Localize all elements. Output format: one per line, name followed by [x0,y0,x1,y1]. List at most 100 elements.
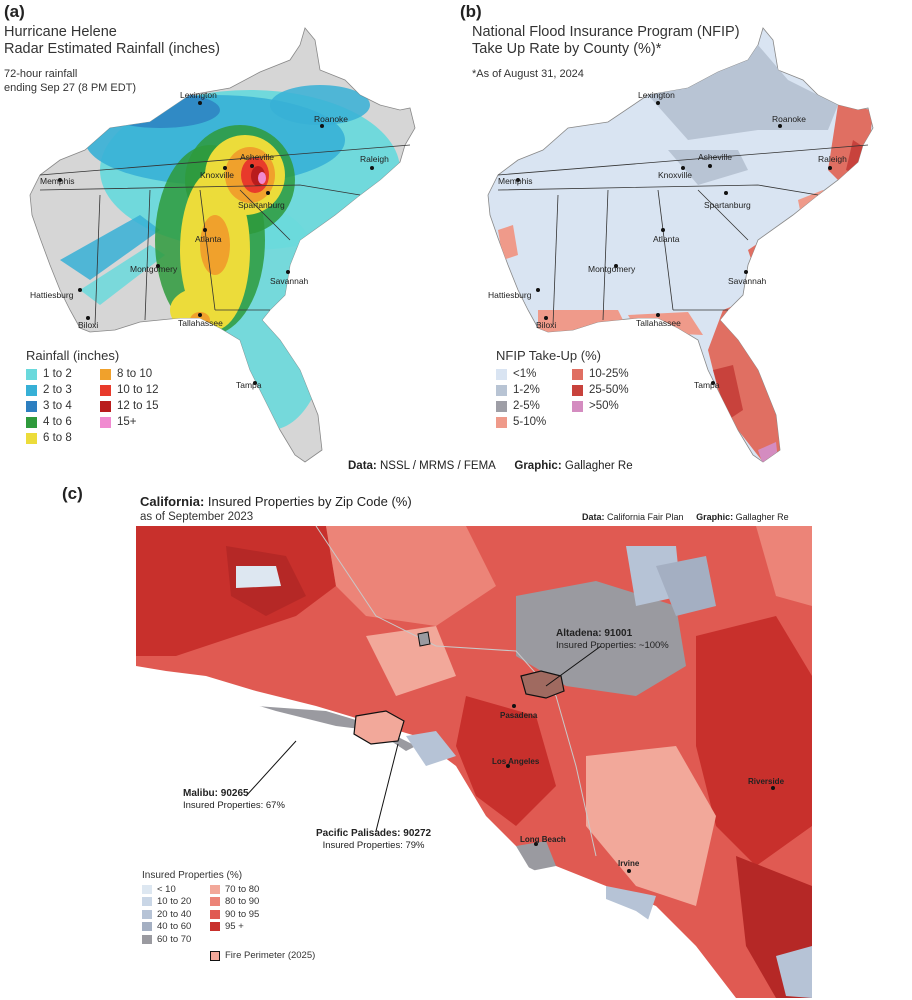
panel-a-subtitle-line2: ending Sep 27 (8 PM EDT) [4,82,137,94]
panel_b-legend-item: >50% [572,398,629,414]
panel_b-legend-item: 25-50% [572,382,629,398]
credits-ab-data-label: Data: [348,460,377,472]
panel_a-legend-swatch [26,384,37,396]
panel_b-legend-swatch [496,368,507,380]
callout-altadena: Altadena: 91001 Insured Properties: ~100… [556,628,669,652]
panel-c-city-label: Riverside [748,777,785,786]
panel_a-legend-item: 2 to 3 [26,382,100,398]
panel_a-legend-item: 10 to 12 [100,382,159,398]
panel_a-legend-label: 1 to 2 [43,368,72,380]
panel-b-city-label: Spartanburg [704,200,751,210]
panel_b-legend-item: 5-10% [496,414,572,430]
panel_c-legend-swatch [142,897,152,907]
panel_b-legend-item: 1-2% [496,382,572,398]
panel-b-city-label: Asheville [698,152,732,162]
credits-ab-graphic-value: Gallagher Re [564,460,633,472]
panel_c-legend-swatch [142,909,152,919]
panel_c-legend-label: 20 to 40 [157,908,192,920]
panel_b-legend-label: >50% [589,400,619,412]
credits-ab-data-value: NSSL / MRMS / FEMA [379,460,496,472]
panel_a-legend-swatch [100,400,111,412]
panel_a-legend-label: 2 to 3 [43,384,72,396]
panel_b-legend-swatch [496,400,507,412]
callout-malibu-value: Insured Properties: 67% [183,800,285,811]
callout-pacific-palisades-name: Pacific Palisades: 90272 [316,828,432,839]
panel_c-legend-label: 80 to 90 [225,896,260,908]
panel-a-city-label: Memphis [40,176,74,186]
panel-a-city-label: Hattiesburg [30,290,74,300]
panel_c-legend-swatch [142,884,152,894]
nfip-legend: NFIP Take-Up (%) <1% 1-2% 2-5% 5-10% 10-25% 2… [496,348,629,430]
panel_a-legend-label: 3 to 4 [43,400,72,412]
panel-b-city-label: Montgomery [588,264,636,274]
panel_a-legend-label: 12 to 15 [117,400,159,412]
panel_b-legend-label: 2-5% [513,400,540,412]
panel_c-legend-label: 90 to 95 [225,908,260,920]
panel_b-legend-swatch [496,416,507,428]
panel-a-city-label: Montgomery [130,264,178,274]
panel-c-city-label: Pasadena [500,711,538,720]
panel-b-title-line1: National Flood Insurance Program (NFIP) [472,24,740,40]
panel-a-label: (a) [4,2,25,21]
panel_c-legend-swatch [142,934,152,944]
panel-b-note: *As of August 31, 2024 [472,68,584,80]
insured-legend: Insured Properties (%) < 10 10 to 20 20 to… [142,870,315,962]
panel-b-city-label: Tampa [694,380,720,390]
panel_b-legend-swatch [496,384,507,396]
panel_a-legend-swatch [100,368,111,380]
panel-a-city-label: Tampa [236,380,262,390]
panel-b-city-label: Roanoke [772,114,806,124]
panel_a-legend-item: 6 to 8 [26,430,100,446]
panel-a-city-label: Spartanburg [238,200,285,210]
callout-pacific-palisades-value: Insured Properties: 79% [322,840,425,851]
credits-ab-graphic-label: Graphic: [514,460,562,472]
panel-b-city-label: Savannah [728,276,767,286]
panel_a-legend-label: 10 to 12 [117,384,159,396]
rainfall-map: Lexington Roanoke Memphis Knoxville Ashevill… [29,27,416,463]
fire-perimeter-legend: Fire Perimeter (2025) [210,950,315,963]
panel_a-legend-item: 4 to 6 [26,414,100,430]
panel-b-city-label: Lexington [638,90,675,100]
panel-a-city-label: Raleigh [360,154,389,164]
panel_a-legend-swatch [100,416,111,428]
panel_b-legend-swatch [572,368,583,380]
panel_a-legend-label: 6 to 8 [43,432,72,444]
panel_c-legend-item: 70 to 80 [210,883,259,896]
panel_b-legend-item: 10-25% [572,366,629,382]
panel_c-legend-swatch [210,909,220,919]
panel-a-city-label: Knoxville [200,170,234,180]
credits-ab: Data: NSSL / MRMS / FEMA Graphic: Gallag… [348,460,633,472]
panel-c-title-bold: California: [140,494,205,509]
panel_c-legend-label: 40 to 60 [157,921,192,933]
panel-b-city-label: Raleigh [818,154,847,164]
panel-a-city-label: Asheville [240,152,274,162]
callout-malibu: Malibu: 90265 Insured Properties: 67% [183,788,285,812]
panel_b-legend-label: 10-25% [589,368,629,380]
panel_c-legend-item: < 10 [142,883,210,896]
panel-c-label: (c) [62,484,83,503]
callout-pacific-palisades: Pacific Palisades: 90272 Insured Propert… [316,828,431,852]
panel-b-city-label: Hattiesburg [488,290,532,300]
panel_a-legend-label: 4 to 6 [43,416,72,428]
panel_a-legend-swatch [100,384,111,396]
panel-c-data-value: California Fair Plan [607,512,684,522]
panel_c-legend-label: 70 to 80 [225,883,260,895]
panel-c-subtitle: as of September 2023 [140,511,254,523]
panel-a-city-label: Lexington [180,90,217,100]
panel-c-city-label: Irvine [618,859,640,868]
panel_c-legend-swatch [142,922,152,932]
panel_a-legend-item: 8 to 10 [100,366,159,382]
panel-a-title-line2: Radar Estimated Rainfall (inches) [4,41,220,57]
panel-c-city-label: Long Beach [520,835,566,844]
panel_b-legend-item: 2-5% [496,398,572,414]
panel_c-legend-swatch [210,897,220,907]
panel-c-graphic-value: Gallagher Re [735,512,789,522]
panel-b-city-label: Tallahassee [636,318,681,328]
panel-c-title: California: Insured Properties by Zip Co… [140,494,412,509]
panel_b-legend-label: <1% [513,368,537,380]
panel_c-legend-item: 60 to 70 [142,933,210,946]
panel-a-title-line1: Hurricane Helene [4,24,117,40]
panel_a-legend-item: 15+ [100,414,159,430]
panel-a-city-label: Biloxi [78,320,98,330]
panel-c-credits: Data: California Fair Plan Graphic: Gall… [582,512,789,522]
